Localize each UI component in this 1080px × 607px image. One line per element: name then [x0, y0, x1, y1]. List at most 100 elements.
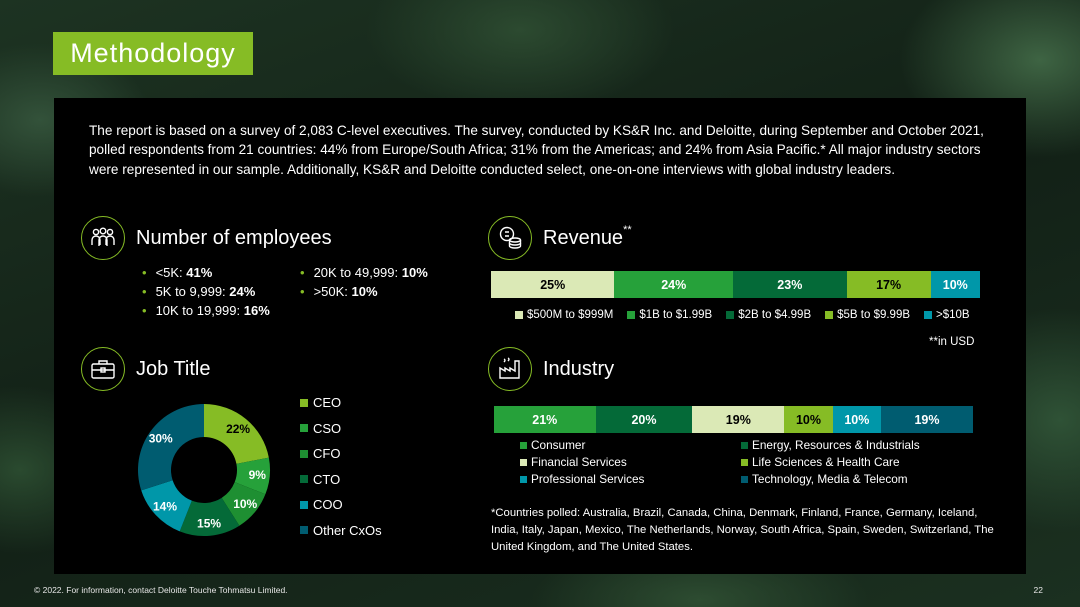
people-icon: [81, 216, 125, 260]
legend-swatch: [520, 441, 527, 449]
revenue-legend-item: $500M to $999M: [515, 309, 613, 321]
donut-slice-ceo: [204, 404, 269, 464]
donut-slice-cto: [179, 497, 240, 536]
employees-list-left: <5K: 41% 5K to 9,999: 24% 10K to 19,999:…: [142, 263, 270, 320]
legend-label: Other CxOs: [313, 522, 382, 538]
legend-label: Consumer: [531, 438, 586, 452]
legend-swatch: [825, 311, 834, 319]
legend-label: CEO: [313, 395, 342, 410]
revenue-legend-item: $5B to $9.99B: [825, 309, 910, 321]
job-legend-item: CTO: [300, 472, 340, 487]
donut-label: 30%: [149, 432, 173, 446]
list-item: >50K: 10%: [300, 282, 428, 301]
industry-stacked-bar: 21% 20% 19% 10% 10% 19%: [494, 406, 973, 433]
industry-legend-item: Energy, Resources & Industrials: [741, 438, 920, 452]
legend-label: Technology, Media & Telecom: [752, 472, 908, 486]
legend-swatch: [726, 311, 735, 319]
legend-label: CTO: [313, 471, 341, 487]
industry-legend-item: Life Sciences & Health Care: [741, 455, 900, 469]
donut-slice-other-cxos: [138, 404, 204, 491]
legend-label: $500M to $999M: [527, 309, 614, 321]
donut-label: 22%: [226, 422, 250, 436]
legend-swatch: [515, 311, 523, 319]
donut-slice-cso: [234, 457, 270, 495]
legend-label: $5B to $9.99B: [837, 309, 911, 321]
revenue-legend: $500M to $999M $1B to $1.99B $2B to $4.99B…: [515, 309, 984, 321]
employees-list-right: 20K to 49,999: 10% >50K: 10%: [300, 263, 428, 301]
revenue-currency-note: **in USD: [929, 336, 975, 348]
industry-segment-4: 10%: [832, 406, 882, 433]
industry-segment-5: 19%: [881, 406, 973, 433]
revenue-legend-item: >$10B: [924, 309, 970, 321]
page-number: 22: [1033, 585, 1043, 595]
legend-swatch: [924, 311, 933, 319]
revenue-segment-4: 10%: [930, 271, 980, 298]
legend-swatch: [520, 458, 527, 466]
job-legend-item: Other CxOs: [300, 523, 382, 538]
job-title-title: Job Title: [136, 358, 211, 380]
legend-swatch: [520, 475, 527, 483]
legend-swatch: [627, 311, 636, 319]
legend-swatch: [741, 441, 748, 449]
legend-label: Financial Services: [531, 455, 627, 469]
legend-label: $1B to $1.99B: [639, 309, 713, 321]
copyright-footer: © 2022. For information, contact Deloitt…: [34, 585, 288, 595]
legend-swatch: [300, 526, 308, 534]
legend-swatch: [300, 475, 308, 483]
revenue-segment-0: 25%: [491, 271, 615, 298]
revenue-segment-1: 24%: [614, 271, 734, 298]
factory-icon: [488, 347, 532, 391]
legend-label: COO: [313, 497, 343, 512]
list-item: <5K: 41%: [142, 263, 270, 282]
revenue-legend-item: $2B to $4.99B: [726, 309, 811, 321]
intro-paragraph: The report is based on a survey of 2,083…: [89, 123, 984, 177]
legend-swatch: [300, 398, 308, 407]
legend-label: $2B to $4.99B: [738, 309, 812, 321]
revenue-title: Revenue**: [543, 224, 632, 249]
legend-label: Life Sciences & Health Care: [752, 455, 900, 469]
donut-slice-coo: [141, 480, 192, 532]
industry-segment-3: 10%: [784, 406, 833, 433]
donut-label: 15%: [197, 516, 221, 530]
donut-slice-cfo: [221, 482, 266, 526]
briefcase-icon: [81, 347, 125, 391]
legend-swatch: [300, 424, 308, 432]
industry-segment-1: 20%: [595, 406, 693, 433]
revenue-segment-3: 17%: [846, 271, 931, 298]
job-legend-item: CEO: [300, 395, 341, 410]
page-title: Methodology: [53, 32, 253, 75]
job-title-donut-chart: 22% 9% 10% 15% 14% 30%: [138, 404, 270, 536]
legend-label: >$10B: [936, 309, 970, 321]
content-panel: [54, 98, 1026, 574]
industry-title: Industry: [543, 358, 615, 380]
industry-legend-item: Professional Services: [520, 472, 644, 486]
job-legend-item: COO: [300, 497, 343, 512]
legend-swatch: [300, 500, 308, 509]
list-item: 10K to 19,999: 16%: [142, 301, 270, 320]
legend-swatch: [741, 475, 748, 483]
donut-label: 14%: [153, 500, 177, 514]
revenue-stacked-bar: 25% 24% 23% 17% 10%: [491, 271, 980, 298]
employees-title: Number of employees: [136, 227, 332, 249]
list-item: 5K to 9,999: 24%: [142, 282, 270, 301]
revenue-segment-2: 23%: [733, 271, 847, 298]
industry-legend-item: Financial Services: [520, 455, 627, 469]
industry-legend-item: Consumer: [520, 438, 585, 452]
revenue-legend-item: $1B to $1.99B: [627, 309, 712, 321]
legend-label: Energy, Resources & Industrials: [752, 438, 920, 452]
countries-footnote: *Countries polled: Australia, Brazil, Ca…: [491, 507, 994, 553]
legend-swatch: [741, 458, 748, 466]
industry-segment-2: 19%: [692, 406, 785, 433]
job-legend-item: CFO: [300, 446, 340, 461]
industry-legend-item: Technology, Media & Telecom: [741, 472, 908, 486]
job-legend-item: CSO: [300, 421, 341, 436]
list-item: 20K to 49,999: 10%: [300, 263, 428, 282]
industry-segment-0: 21%: [494, 406, 596, 433]
legend-label: Professional Services: [531, 472, 645, 486]
legend-label: CSO: [313, 420, 342, 436]
legend-swatch: [300, 449, 308, 458]
coins-icon: [488, 216, 532, 260]
donut-label: 9%: [249, 468, 267, 482]
legend-label: CFO: [313, 446, 341, 461]
donut-label: 10%: [233, 497, 257, 511]
